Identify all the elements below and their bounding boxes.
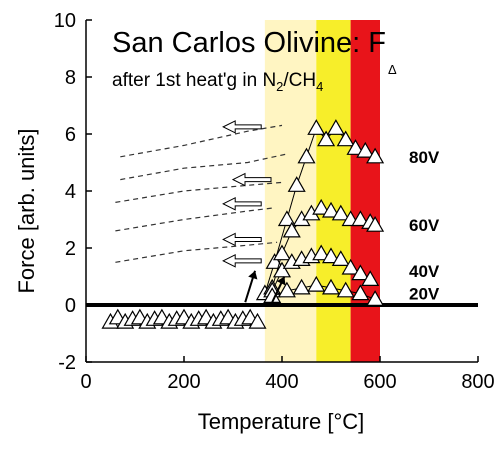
y-tick-label: 6 [65, 124, 76, 146]
series-point-80V [356, 141, 375, 158]
series-label-60V: 60V [409, 216, 440, 235]
cooling-arrow-4 [222, 254, 262, 268]
baseline-point [248, 312, 267, 329]
series-point-60V [282, 221, 301, 238]
cooling-curve-1 [120, 153, 288, 181]
series-point-20V [321, 278, 341, 295]
series-point-40V [272, 261, 292, 278]
y-tick-label: 4 [65, 181, 76, 203]
band-2 [350, 20, 380, 362]
y-tick-label: 2 [65, 238, 76, 260]
x-tick-label: 800 [461, 371, 494, 393]
series-point-60V [272, 244, 292, 261]
x-tick-label: 600 [363, 371, 396, 393]
band-1 [316, 20, 351, 362]
heating-arrow-0-head [248, 270, 258, 280]
arrows [222, 120, 286, 303]
series-point-60V [331, 204, 350, 221]
series-point-80V [346, 139, 365, 155]
series-point-20V [292, 278, 311, 295]
series-point-20V [307, 275, 326, 292]
series-point-40V [312, 244, 331, 261]
x-axis-title: Temperature [°C] [198, 409, 365, 434]
shaded-temperature-bands [264, 20, 380, 362]
series-label-20V: 20V [409, 285, 440, 304]
series-point-40V [341, 258, 360, 275]
series-point-80V [287, 176, 306, 192]
series-label-80V: 80V [409, 148, 440, 167]
y-tick-label: 10 [54, 10, 76, 32]
cooling-curve-0 [120, 124, 283, 158]
series-point-80V [336, 130, 355, 147]
x-tick-label: 0 [80, 371, 91, 393]
series-point-60V [312, 198, 331, 215]
series-labels: 80V 60V 40V 20V [409, 148, 440, 304]
series-point-60V [351, 210, 370, 227]
y-axis-title: Force [arb. units] [14, 128, 39, 293]
series-point-80V [307, 119, 326, 135]
series-point-80V [326, 119, 345, 135]
cooling-curve-4 [115, 241, 278, 263]
series-point-80V [317, 130, 336, 147]
series-point-80V [297, 147, 316, 164]
series-point-20V [366, 290, 385, 306]
cooling-arrow-0 [222, 120, 262, 134]
chart-subtitle: after 1st heat'g in N2/CH4 [112, 70, 323, 94]
series-point-60V [321, 201, 341, 218]
title-superscript: Δ [388, 62, 397, 77]
series-point-40V [361, 270, 380, 286]
data-series [101, 119, 385, 329]
x-tick-label: 400 [265, 371, 298, 393]
cooling-curve-3 [115, 207, 273, 232]
series-label-40V: 40V [409, 262, 440, 281]
series-point-60V [366, 215, 385, 232]
series-point-20V [277, 281, 296, 298]
series-point-20V [336, 281, 355, 298]
heating-arrow-1-head [276, 276, 286, 286]
cooling-curves [115, 124, 288, 263]
cooling-arrow-1 [231, 172, 272, 187]
series-point-20V [351, 284, 370, 301]
cooling-curve-2 [115, 181, 283, 203]
series-point-40V [331, 250, 350, 266]
cooling-arrow-2 [222, 197, 262, 211]
y-tick-label: -2 [58, 352, 76, 374]
series-point-40V [351, 264, 370, 281]
x-tick-label: 200 [167, 371, 200, 393]
cooling-arrow-3 [222, 232, 262, 247]
series-point-80V [277, 210, 296, 227]
y-tick-label: 0 [65, 295, 76, 317]
series-point-40V [321, 247, 341, 264]
chart-title: San Carlos Olivine: FΔ [112, 27, 397, 77]
y-tick-label: 8 [65, 67, 76, 89]
series-point-80V [366, 147, 385, 164]
